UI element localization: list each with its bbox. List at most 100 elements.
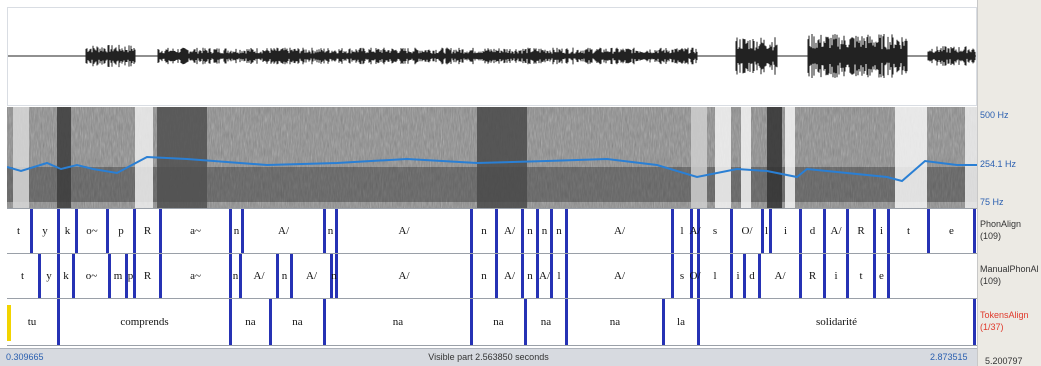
interval-label[interactable]: A/ (398, 225, 410, 237)
interval-label[interactable]: R (143, 225, 152, 237)
time-bar[interactable]: Visible part 2.563850 seconds 0.309665 2… (0, 348, 977, 366)
tier-boundary[interactable] (470, 299, 473, 345)
tier-name-manualphonalign[interactable]: ManualPhonAl (980, 264, 1039, 274)
interval-label[interactable]: i (783, 225, 788, 237)
tier-name-phonalign[interactable]: PhonAlign (980, 219, 1022, 229)
interval-label[interactable]: l (764, 225, 769, 237)
tier-boundary[interactable] (873, 254, 876, 298)
tier-boundary[interactable] (887, 209, 890, 253)
interval-label[interactable]: i (879, 225, 884, 237)
tier-boundary[interactable] (30, 209, 33, 253)
interval-label[interactable]: p (118, 225, 124, 237)
tier-boundary[interactable] (470, 209, 473, 253)
tier-boundary[interactable] (159, 254, 162, 298)
interval-label[interactable]: A/ (253, 270, 265, 282)
tier-boundary[interactable] (495, 254, 498, 298)
interval-label[interactable]: O/ (689, 270, 701, 282)
interval-label[interactable]: a~ (190, 225, 201, 237)
tier-boundary[interactable] (671, 254, 674, 298)
tier-boundary[interactable] (846, 254, 849, 298)
tier-boundary[interactable] (241, 209, 244, 253)
tier-boundary[interactable] (565, 299, 568, 345)
waveform-panel[interactable] (7, 7, 977, 106)
interval-label[interactable]: l (680, 225, 684, 237)
interval-label[interactable]: n (527, 270, 533, 282)
tier-boundary[interactable] (536, 209, 539, 253)
interval-label[interactable]: n (331, 270, 337, 282)
tier-boundary[interactable] (323, 299, 326, 345)
tier-name-tokensalign[interactable]: TokensAlign (980, 310, 1029, 320)
interval-label[interactable]: A/ (306, 270, 317, 282)
interval-label[interactable]: tu (27, 316, 37, 328)
interval-label[interactable]: A/ (614, 225, 625, 237)
tier-boundary[interactable] (823, 254, 826, 298)
interval-label[interactable]: o~ (85, 270, 98, 282)
tier-boundary[interactable] (697, 254, 700, 298)
interval-label[interactable]: k (64, 225, 71, 237)
spectrogram-panel[interactable] (6, 107, 977, 208)
interval-label[interactable]: n (556, 225, 562, 237)
interval-label[interactable]: a~ (190, 270, 201, 282)
tier-boundary[interactable] (470, 254, 473, 298)
interval-label[interactable]: n (541, 225, 548, 237)
interval-label[interactable]: s (712, 225, 718, 237)
interval-label[interactable]: t (859, 270, 863, 282)
tier-boundary[interactable] (973, 299, 976, 345)
tier-boundary[interactable] (269, 299, 272, 345)
tier-boundary[interactable] (276, 254, 279, 298)
interval-label[interactable]: i (736, 270, 740, 282)
interval-label[interactable]: n (327, 225, 334, 237)
tier-boundary[interactable] (133, 254, 136, 298)
tier-boundary[interactable] (730, 254, 733, 298)
tier-boundary[interactable] (57, 209, 60, 253)
interval-label[interactable]: m (113, 270, 123, 282)
tier-boundary[interactable] (133, 209, 136, 253)
tier-boundary[interactable] (690, 209, 693, 253)
interval-label[interactable]: o~ (86, 225, 98, 237)
tier-boundary[interactable] (927, 209, 930, 253)
tier-boundary[interactable] (697, 299, 700, 345)
interval-label[interactable]: p (127, 270, 134, 282)
tier-boundary[interactable] (823, 209, 826, 253)
interval-label[interactable]: e (949, 225, 954, 237)
interval-label[interactable]: la (677, 316, 685, 328)
interval-label[interactable]: A/ (504, 270, 515, 282)
interval-label[interactable]: na (392, 316, 404, 328)
tier-boundary[interactable] (524, 299, 527, 345)
tier-boundary[interactable] (565, 254, 568, 298)
tier-boundary[interactable] (769, 209, 772, 253)
interval-label[interactable]: A/ (278, 225, 289, 237)
tier-boundary[interactable] (239, 254, 242, 298)
interval-label[interactable]: s (679, 270, 685, 282)
tier-boundary[interactable] (521, 209, 524, 253)
interval-label[interactable]: d (809, 225, 816, 237)
interval-label[interactable]: solidarité (816, 316, 857, 328)
interval-label[interactable]: comprends (120, 316, 169, 328)
tier-boundary[interactable] (159, 209, 162, 253)
interval-label[interactable]: A/ (830, 225, 842, 237)
interval-label[interactable]: na (540, 316, 552, 328)
interval-label[interactable]: y (42, 225, 48, 237)
tier-boundary[interactable] (743, 254, 746, 298)
tier-boundary[interactable] (108, 254, 111, 298)
interval-label[interactable]: y (46, 270, 52, 282)
tier-boundary[interactable] (229, 254, 232, 298)
tier-boundary[interactable] (761, 209, 764, 253)
interval-label[interactable]: t (20, 270, 25, 282)
interval-label[interactable]: na (245, 316, 256, 328)
interval-label[interactable]: na (292, 316, 303, 328)
interval-label[interactable]: n (481, 270, 487, 282)
tier-boundary[interactable] (495, 209, 498, 253)
tier-boundary[interactable] (38, 254, 41, 298)
interval-label[interactable]: n (527, 225, 533, 237)
interval-label[interactable]: e (879, 270, 884, 282)
interval-label[interactable]: d (749, 270, 755, 282)
tier-boundary[interactable] (846, 209, 849, 253)
tier-boundary[interactable] (75, 209, 78, 253)
interval-label[interactable]: i (834, 270, 838, 282)
tier-boundary[interactable] (125, 254, 128, 298)
interval-label[interactable]: n (281, 270, 288, 282)
tier-boundary[interactable] (106, 209, 109, 253)
interval-label[interactable]: A/ (774, 270, 786, 282)
